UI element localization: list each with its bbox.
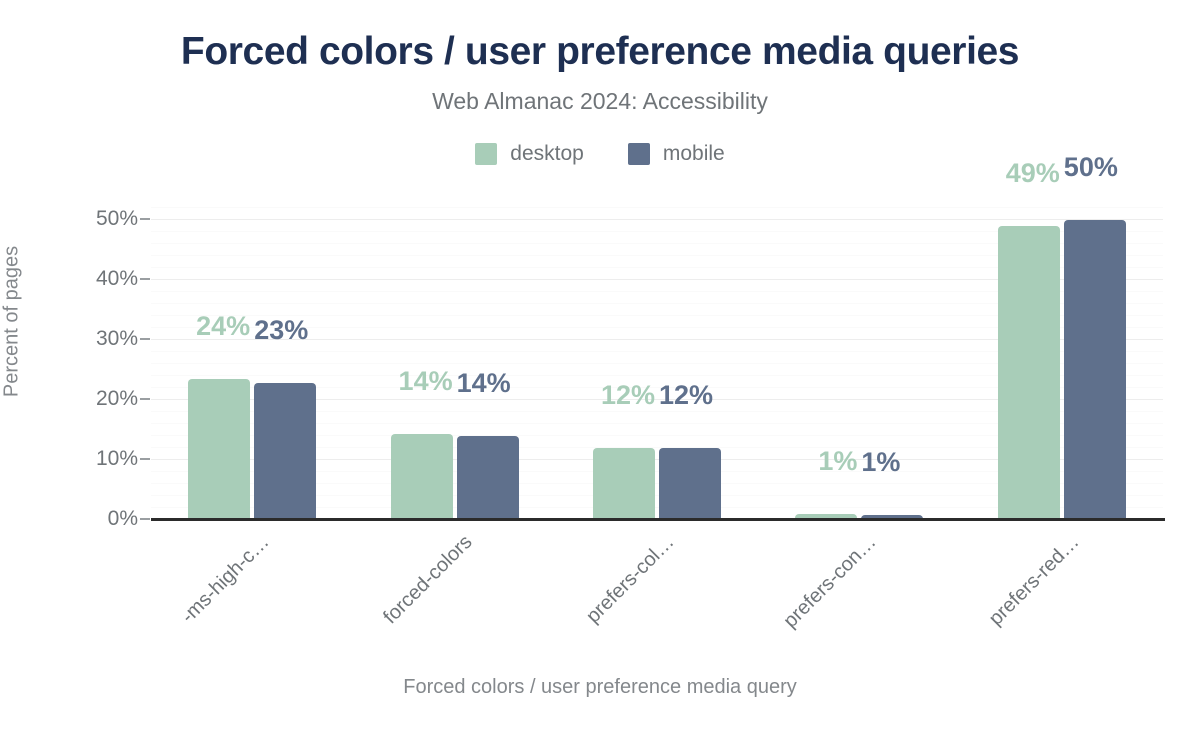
gridline-minor: [151, 483, 1163, 484]
y-tick-label: 40%: [95, 267, 138, 290]
gridline-minor: [151, 327, 1163, 328]
bar-value-label-mobile: 14%: [456, 368, 511, 399]
bar-desktop[interactable]: [390, 434, 453, 519]
gridline-major: [151, 279, 1163, 280]
y-tick-mark: [140, 458, 150, 460]
bar-value-label-mobile: 12%: [659, 379, 714, 410]
chart-title: Forced colors / user preference media qu…: [180, 30, 1020, 73]
bar-mobile[interactable]: [1063, 220, 1126, 519]
bar-group: 12% 12%: [593, 207, 721, 519]
gridline-major: [151, 219, 1163, 220]
bar-mobile[interactable]: [456, 436, 519, 519]
gridline-minor: [151, 255, 1163, 256]
legend-label-desktop: desktop: [510, 142, 584, 165]
x-tick-label: prefers-red…: [984, 531, 1084, 630]
y-tick-label: 10%: [95, 447, 138, 470]
gridline-minor: [151, 411, 1163, 412]
bar-value-label-desktop: 12%: [600, 379, 655, 410]
gridline-minor: [151, 267, 1163, 268]
gridline-minor: [151, 303, 1163, 304]
y-tick-mark: [140, 338, 150, 340]
x-tick-label: prefers-col…: [582, 531, 679, 628]
gridline-minor: [151, 207, 1163, 208]
gridline-minor: [151, 435, 1163, 436]
bar-value-label-mobile: 23%: [254, 314, 309, 345]
gridline-minor: [151, 375, 1163, 376]
x-tick-label: prefers-con…: [779, 531, 881, 633]
bar-desktop[interactable]: [795, 513, 858, 519]
gridline-major: [151, 339, 1163, 340]
bar-mobile[interactable]: [254, 382, 317, 519]
x-tick-label: forced-colors: [378, 531, 477, 629]
gridline-minor: [151, 315, 1163, 316]
legend-item-mobile[interactable]: mobile: [627, 142, 725, 166]
chart-legend: desktop mobile: [0, 142, 1200, 166]
gridline-major: [151, 399, 1163, 400]
y-tick-mark: [140, 218, 150, 220]
bar-desktop[interactable]: [997, 225, 1060, 519]
gridline-minor: [151, 447, 1163, 448]
x-axis-baseline: [151, 518, 1165, 521]
bar-group: 49% 50%: [997, 152, 1126, 519]
y-tick-label: 0%: [107, 507, 138, 530]
bar-mobile[interactable]: [861, 515, 924, 519]
gridline-minor: [151, 243, 1163, 244]
y-tick-label: 20%: [95, 387, 138, 410]
bar-value-label-mobile: 50%: [1063, 152, 1118, 183]
x-axis-title: Forced colors / user preference media qu…: [403, 676, 797, 698]
bar-desktop[interactable]: [593, 447, 655, 519]
bar-mobile[interactable]: [659, 447, 721, 519]
gridline-minor: [151, 363, 1163, 364]
legend-swatch-mobile: [627, 143, 650, 165]
y-tick-mark: [140, 518, 150, 520]
gridline-minor: [151, 495, 1163, 496]
bar-group: 1% 1%: [795, 207, 924, 519]
bar-value-label-desktop: 49%: [1005, 157, 1060, 188]
gridline-minor: [151, 351, 1163, 352]
legend-swatch-desktop: [475, 143, 498, 165]
y-tick-mark: [140, 398, 150, 400]
bar-value-label-desktop: 24%: [196, 310, 251, 341]
y-tick-mark: [140, 278, 150, 280]
bar-value-label-mobile: 1%: [861, 447, 901, 478]
plot-area: 24% 23% 14% 14% 12% 12% 1% 1% 49% 50%: [151, 152, 1163, 519]
bar-group: 14% 14%: [390, 207, 519, 519]
legend-label-mobile: mobile: [662, 142, 725, 165]
bar-value-label-desktop: 14%: [398, 366, 453, 397]
y-tick-label: 30%: [95, 327, 138, 350]
chart-subtitle: Web Almanac 2024: Accessibility: [432, 88, 768, 114]
bar-desktop[interactable]: [188, 378, 251, 519]
bar-value-label-desktop: 1%: [818, 445, 858, 476]
gridline-minor: [151, 387, 1163, 388]
gridline-major: [151, 459, 1163, 460]
x-tick-label: -ms-high-c…: [177, 531, 274, 628]
gridline-minor: [151, 291, 1163, 292]
y-tick-label: 50%: [95, 207, 138, 230]
gridline-minor: [151, 471, 1163, 472]
gridline-minor: [151, 423, 1163, 424]
gridline-minor: [151, 507, 1163, 508]
gridline-minor: [151, 231, 1163, 232]
bar-group: 24% 23%: [188, 207, 317, 519]
legend-item-desktop[interactable]: desktop: [475, 142, 584, 166]
